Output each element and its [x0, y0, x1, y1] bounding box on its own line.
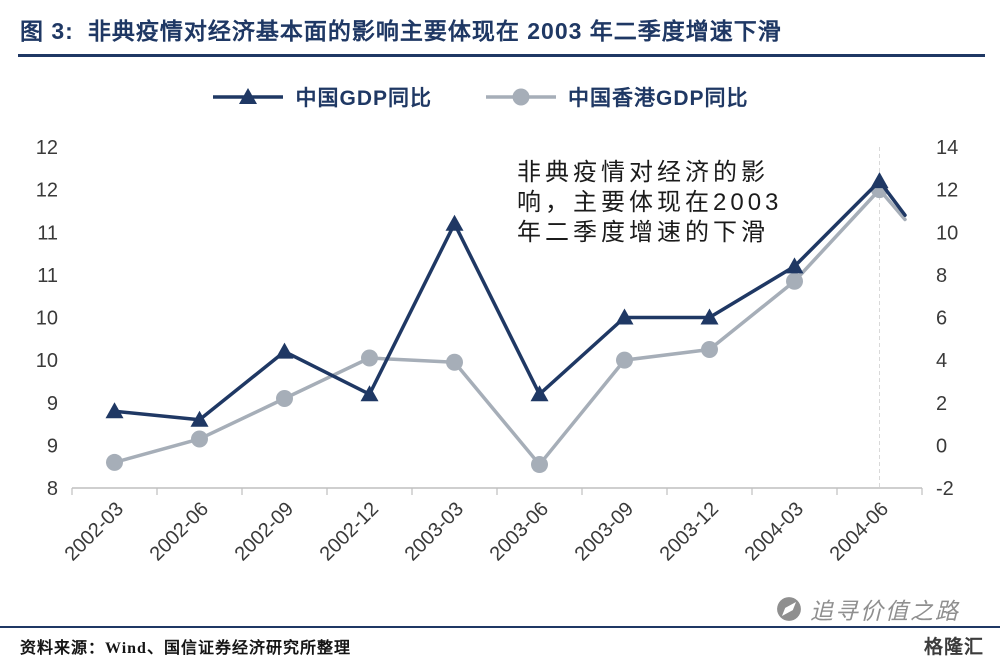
y-axis-label-left: 9 — [47, 435, 58, 457]
x-axis-label: 2002-09 — [231, 498, 298, 565]
circle-marker — [446, 353, 463, 371]
triangle-marker — [275, 342, 294, 359]
circle-marker — [191, 430, 208, 448]
triangle-marker — [615, 308, 634, 325]
y-axis-label-left: 11 — [37, 265, 58, 287]
triangle-marker — [445, 214, 464, 231]
y-axis-label-right: 2 — [936, 393, 947, 415]
x-axis-label: 2004-03 — [741, 498, 808, 565]
triangle-marker — [700, 308, 719, 325]
y-axis-label-right: 0 — [936, 435, 947, 457]
legend-label: 中国香港GDP同比 — [568, 87, 749, 110]
watermark: 追寻价值之路 — [776, 592, 960, 626]
y-axis-label-left: 11 — [37, 222, 58, 244]
brand-logo: 格隆汇 — [923, 637, 984, 658]
circle-marker — [361, 349, 378, 367]
circle-marker — [701, 340, 718, 358]
figure-number: 图 3: — [20, 18, 74, 44]
figure-title: 图 3: 非典疫情对经济基本面的影响主要体现在 2003 年二季度增速下滑 — [20, 12, 986, 46]
x-axis-label: 2003-03 — [401, 498, 468, 565]
y-axis-label-right: 8 — [936, 265, 947, 287]
x-axis-label: 2003-06 — [486, 498, 553, 565]
y-axis-label-left: 10 — [36, 308, 58, 330]
chart-legend: 中国GDP同比 中国香港GDP同比 — [0, 82, 960, 112]
x-axis-label: 2002-03 — [61, 498, 128, 565]
china-line-triangle-icon — [213, 88, 284, 104]
triangle-marker — [360, 385, 379, 402]
triangle-marker — [239, 88, 258, 104]
y-axis-label-left: 10 — [36, 350, 58, 372]
circle-marker — [531, 456, 548, 474]
x-axis-label: 2002-12 — [316, 498, 383, 565]
triangle-marker — [870, 172, 889, 189]
legend-item-china-gdp: 中国GDP同比 — [211, 82, 432, 112]
circle-marker — [106, 453, 123, 471]
y-axis-label-left: 8 — [47, 478, 58, 500]
triangle-marker — [785, 257, 804, 274]
circle-marker — [276, 389, 293, 407]
footer-divider — [0, 626, 1000, 628]
circle-marker — [616, 351, 633, 369]
y-axis-label-right: 10 — [936, 222, 958, 244]
figure-title-text: 非典疫情对经济基本面的影响主要体现在 2003 年二季度增速下滑 — [87, 18, 782, 44]
compass-icon — [777, 597, 801, 621]
y-axis-label-left: 9 — [47, 393, 58, 415]
chart-annotation: 非典疫情对经济的影 响，主要体现在2003 年二季度增速的下滑 — [517, 158, 817, 248]
y-axis-label-right: 6 — [936, 308, 947, 330]
circle-marker — [512, 88, 530, 106]
x-axis-label: 2003-12 — [656, 498, 723, 565]
y-axis-label-right: 12 — [936, 180, 958, 202]
legend-item-hk-gdp: 中国香港GDP同比 — [484, 82, 749, 112]
y-axis-label-right: 14 — [936, 137, 958, 159]
annotation-line: 非典疫情对经济的影 — [517, 159, 769, 186]
legend-label: 中国GDP同比 — [295, 87, 432, 110]
circle-marker — [786, 272, 803, 290]
y-axis-label-right: -2 — [936, 478, 954, 500]
x-axis-label: 2004-06 — [826, 498, 893, 565]
x-axis-label: 2002-06 — [146, 498, 213, 565]
watermark-text: 追寻价值之路 — [810, 599, 960, 624]
triangle-marker — [530, 385, 549, 402]
y-axis-label-right: 4 — [936, 350, 947, 372]
triangle-marker — [105, 402, 124, 419]
annotation-line: 年二季度增速的下滑 — [517, 219, 769, 246]
data-source: 资料来源：Wind、国信证券经济研究所整理 — [20, 640, 351, 657]
y-axis-label-left: 12 — [36, 137, 58, 159]
title-divider — [18, 54, 985, 57]
annotation-line: 响，主要体现在2003 — [517, 189, 783, 216]
x-axis-label: 2003-09 — [571, 498, 638, 565]
hk-line-circle-icon — [486, 88, 556, 106]
triangle-marker — [190, 410, 209, 427]
y-axis-label-left: 12 — [36, 180, 58, 202]
